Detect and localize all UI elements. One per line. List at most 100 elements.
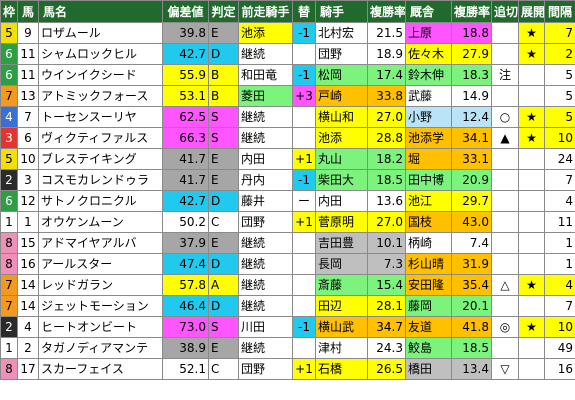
jockey-rate: 18.5 — [367, 169, 406, 191]
oikiri-mark — [491, 337, 519, 359]
header-row: 枠 馬 馬名 偏差値 判定 前走騎手 替 騎手 複勝率 厩舎 複勝率 追切 展開… — [0, 0, 575, 23]
table-row: 2 3 コスモカレンドゥラ 41.7 E 丹内 -1 柴田大 18.5 田中博 20.9 7 — [0, 169, 575, 191]
race-table: 枠 馬 馬名 偏差値 判定 前走騎手 替 騎手 複勝率 厩舎 複勝率 追切 展開… — [0, 0, 575, 380]
horse-name: アトミックフォース — [38, 85, 163, 107]
table-row: 5 9 ロザムール 39.8 E 池添 -1 北村宏 21.5 上原 18.8 ★ 7 — [0, 22, 575, 44]
stable-name: 国枝 — [405, 211, 452, 233]
prev-jockey: 菱田 — [238, 85, 293, 107]
jockey-name: 横山武 — [315, 316, 368, 338]
rest-interval: 2 — [544, 43, 575, 65]
jockey-change — [292, 43, 316, 65]
oikiri-mark — [491, 232, 519, 254]
jockey-rate: 33.8 — [367, 85, 406, 107]
oikiri-mark: ○ — [491, 106, 519, 128]
jockey-change: -1 — [292, 64, 316, 86]
horse-score: 38.9 — [162, 337, 209, 359]
jockey-name: 内田 — [315, 190, 368, 212]
header-score: 偏差値 — [162, 0, 209, 23]
horse-number: 7 — [17, 106, 39, 128]
horse-grade: E — [208, 337, 239, 359]
horse-name: レッドガラン — [38, 274, 163, 296]
jockey-name: 池添 — [315, 127, 368, 149]
oikiri-mark — [491, 190, 519, 212]
jockey-change — [292, 295, 316, 317]
horse-grade: C — [208, 211, 239, 233]
jockey-change: +1 — [292, 148, 316, 170]
stable-name: 池江 — [405, 190, 452, 212]
horse-waku: 2 — [0, 169, 18, 191]
prev-jockey: 継続 — [238, 43, 293, 65]
oikiri-mark — [491, 295, 519, 317]
horse-waku: 2 — [0, 316, 18, 338]
stable-rate: 43.0 — [451, 211, 492, 233]
jockey-change: +3 — [292, 85, 316, 107]
horse-grade: A — [208, 274, 239, 296]
table-row: 7 13 アトミックフォース 53.1 B 菱田 +3 戸崎 33.8 武藤 14.9 5 — [0, 85, 575, 107]
rest-interval: 24 — [544, 148, 575, 170]
horse-waku: 7 — [0, 85, 18, 107]
oikiri-mark: ▽ — [491, 358, 519, 380]
stable-name: 田中博 — [405, 169, 452, 191]
horse-grade: B — [208, 85, 239, 107]
jockey-rate: 27.0 — [367, 211, 406, 233]
horse-name: タガノディアマンテ — [38, 337, 163, 359]
horse-waku: 1 — [0, 211, 18, 233]
jockey-name: 戸崎 — [315, 85, 368, 107]
jockey-rate: 27.0 — [367, 106, 406, 128]
tenkai-mark: ★ — [518, 274, 545, 296]
stable-rate: 18.5 — [451, 337, 492, 359]
horse-waku: 7 — [0, 274, 18, 296]
jockey-rate: 28.8 — [367, 127, 406, 149]
horse-name: アールスター — [38, 253, 163, 275]
jockey-name: 団野 — [315, 43, 368, 65]
jockey-change — [292, 127, 316, 149]
table-row: 6 11 ウインイクシード 55.9 B 和田竜 -1 松岡 17.4 鈴木伸 18.3 注 5 — [0, 64, 575, 86]
jockey-name: 田辺 — [315, 295, 368, 317]
stable-rate: 7.4 — [451, 232, 492, 254]
header-oikiri: 追切 — [491, 0, 519, 23]
horse-name: ロザムール — [38, 22, 163, 44]
oikiri-mark: △ — [491, 274, 519, 296]
prev-jockey: 団野 — [238, 211, 293, 233]
jockey-name: 横山和 — [315, 106, 368, 128]
table-row: 6 11 シャムロックヒル 42.7 D 継続 団野 18.9 佐々木 27.9 ★ 2 — [0, 43, 575, 65]
horse-name: スカーフェイス — [38, 358, 163, 380]
tenkai-mark — [518, 232, 545, 254]
jockey-rate: 18.9 — [367, 43, 406, 65]
horse-number: 14 — [17, 274, 39, 296]
rest-interval: 1 — [544, 253, 575, 275]
horse-grade: S — [208, 127, 239, 149]
rest-interval: 5 — [544, 85, 575, 107]
horse-number: 13 — [17, 85, 39, 107]
stable-rate: 34.1 — [451, 127, 492, 149]
header-prev-jockey: 前走騎手 — [238, 0, 293, 23]
horse-grade: D — [208, 253, 239, 275]
horse-waku: 3 — [0, 127, 18, 149]
stable-name: 友道 — [405, 316, 452, 338]
jockey-name: 北村宏 — [315, 22, 368, 44]
jockey-rate: 28.1 — [367, 295, 406, 317]
jockey-name: 吉田豊 — [315, 232, 368, 254]
horse-number: 15 — [17, 232, 39, 254]
horse-number: 3 — [17, 169, 39, 191]
header-change: 替 — [292, 0, 316, 23]
jockey-name: 石橋 — [315, 358, 368, 380]
jockey-rate: 17.4 — [367, 64, 406, 86]
prev-jockey: 継続 — [238, 106, 293, 128]
jockey-name: 丸山 — [315, 148, 368, 170]
prev-jockey: 藤井 — [238, 190, 293, 212]
table-row: 8 17 スカーフェイス 52.1 C 団野 +1 石橋 26.5 橋田 13.4 ▽ 16 — [0, 358, 575, 380]
rest-interval: 5 — [544, 64, 575, 86]
horse-grade: E — [208, 22, 239, 44]
stable-name: 安田隆 — [405, 274, 452, 296]
rest-interval: 16 — [544, 358, 575, 380]
rest-interval: 11 — [544, 211, 575, 233]
rest-interval: 1 — [544, 232, 575, 254]
tenkai-mark — [518, 85, 545, 107]
horse-number: 10 — [17, 148, 39, 170]
jockey-rate: 21.5 — [367, 22, 406, 44]
jockey-change: -1 — [292, 169, 316, 191]
jockey-name: 長岡 — [315, 253, 368, 275]
horse-score: 66.3 — [162, 127, 209, 149]
table-row: 2 4 ヒートオンビート 73.0 S 川田 -1 横山武 34.7 友道 41.8 ◎ ★ 10 — [0, 316, 575, 338]
